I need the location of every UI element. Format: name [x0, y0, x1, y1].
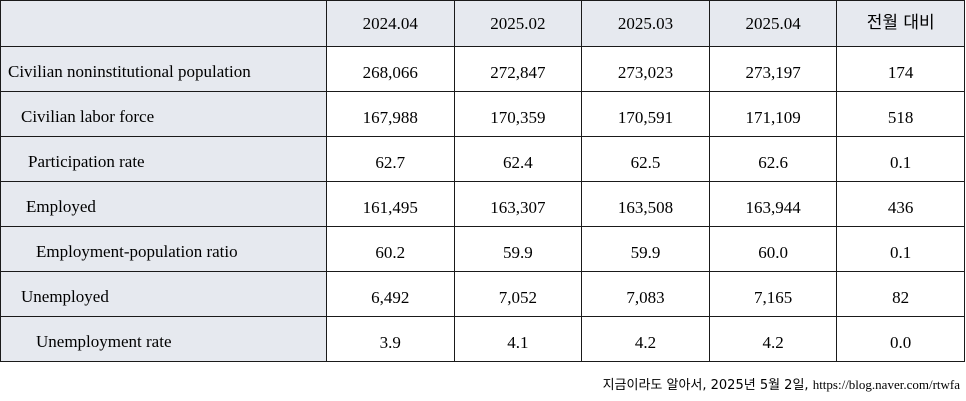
row-label: Unemployment rate: [0, 316, 327, 362]
table-cell: 4.2: [581, 316, 710, 362]
table-row: Employed 161,495 163,307 163,508 163,944…: [0, 181, 965, 227]
table-cell: 62.5: [581, 136, 710, 182]
table-cell: 62.6: [708, 136, 838, 182]
row-label: Unemployed: [0, 271, 327, 317]
source-text: 지금이라도 알아서, 2025년 5월 2일,: [602, 378, 809, 393]
table-cell: 3.9: [326, 316, 455, 362]
table-cell: 60.0: [708, 226, 838, 272]
table-cell: 0.1: [836, 136, 965, 182]
table-cell: 167,988: [326, 91, 455, 137]
header-row: 2024.04 2025.02 2025.03 2025.04 전월 대비: [0, 0, 965, 47]
table-cell: 273,023: [581, 46, 710, 92]
table-cell: 60.2: [326, 226, 455, 272]
row-label: Employment-population ratio: [0, 226, 327, 272]
row-label: Employed: [0, 181, 327, 227]
source-url: https://blog.naver.com/rtwfa: [812, 377, 960, 392]
labor-statistics-table: 2024.04 2025.02 2025.03 2025.04 전월 대비 Ci…: [0, 0, 965, 362]
table-cell: 163,307: [453, 181, 583, 227]
table-cell: 161,495: [326, 181, 455, 227]
table-cell: 174: [836, 46, 965, 92]
table-row: Employment-population ratio 60.2 59.9 59…: [0, 226, 965, 272]
table-cell: 436: [836, 181, 965, 227]
table-cell: 82: [836, 271, 965, 317]
table-cell: 4.1: [453, 316, 583, 362]
row-label: Civilian noninstitutional population: [0, 46, 327, 92]
column-header-month-change: 전월 대비: [836, 0, 965, 47]
table-cell: 518: [836, 91, 965, 137]
table-cell: 7,052: [453, 271, 583, 317]
table-row: Unemployment rate 3.9 4.1 4.2 4.2 0.0: [0, 316, 965, 362]
table-row: Civilian labor force 167,988 170,359 170…: [0, 91, 965, 137]
table-cell: 171,109: [708, 91, 838, 137]
table-cell: 163,508: [581, 181, 710, 227]
table-cell: 170,359: [453, 91, 583, 137]
table-cell: 4.2: [708, 316, 838, 362]
table-cell: 59.9: [453, 226, 583, 272]
header-corner-cell: [0, 0, 327, 47]
table-cell: 273,197: [708, 46, 838, 92]
row-label: Civilian labor force: [0, 91, 327, 137]
table-row: Participation rate 62.7 62.4 62.5 62.6 0…: [0, 136, 965, 182]
table-cell: 170,591: [581, 91, 710, 137]
table-cell: 0.0: [836, 316, 965, 362]
table-cell: 7,165: [708, 271, 838, 317]
table-cell: 0.1: [836, 226, 965, 272]
column-header: 2024.04: [326, 0, 455, 47]
table-cell: 62.4: [453, 136, 583, 182]
column-header: 2025.03: [581, 0, 710, 47]
table-cell: 272,847: [453, 46, 583, 92]
table-cell: 59.9: [581, 226, 710, 272]
source-caption: 지금이라도 알아서, 2025년 5월 2일, https://blog.nav…: [603, 374, 960, 393]
column-header: 2025.02: [453, 0, 583, 47]
table-cell: 6,492: [326, 271, 455, 317]
column-header: 2025.04: [708, 0, 838, 47]
table-cell: 163,944: [708, 181, 838, 227]
table-row: Unemployed 6,492 7,052 7,083 7,165 82: [0, 271, 965, 317]
row-label: Participation rate: [0, 136, 327, 182]
table-row: Civilian noninstitutional population 268…: [0, 46, 965, 92]
table-cell: 268,066: [326, 46, 455, 92]
table-cell: 62.7: [326, 136, 455, 182]
table-cell: 7,083: [581, 271, 710, 317]
